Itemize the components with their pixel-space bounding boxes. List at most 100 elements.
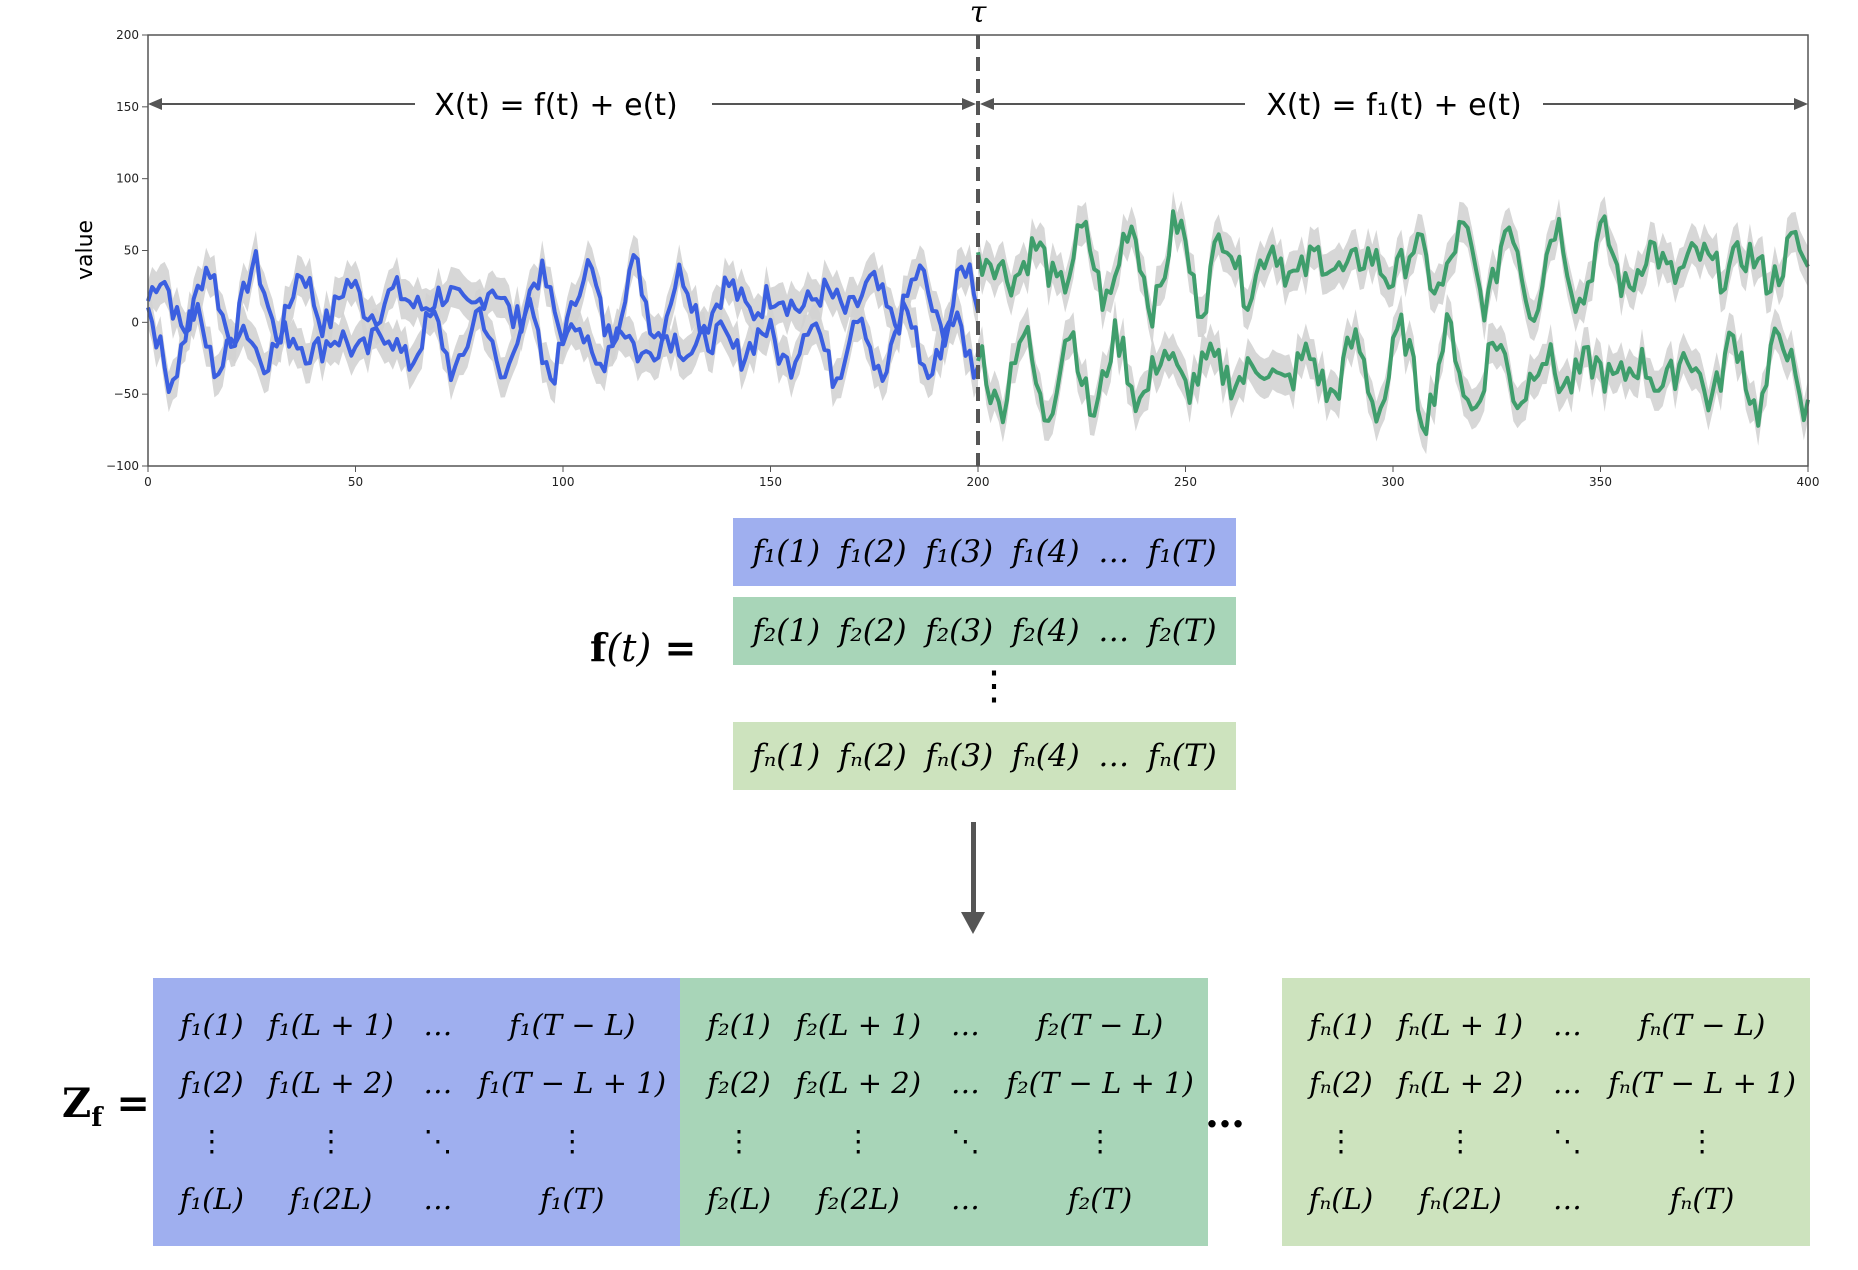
f-vector-vdots: ⋮ (974, 663, 1014, 709)
z-cell: f₂(L + 2) (795, 1066, 922, 1100)
f-cell: fₙ(4) (1011, 738, 1080, 774)
x-tick-label: 100 (552, 475, 575, 489)
z-cell: f₁(2L) (289, 1182, 373, 1216)
x-tick-label: 400 (1797, 475, 1820, 489)
z-cell: fₙ(2L) (1418, 1182, 1502, 1216)
z-cell: f₁(2) (180, 1066, 244, 1100)
f-cell: … (1098, 534, 1130, 570)
z-cell: fₙ(L + 2) (1397, 1066, 1524, 1100)
y-tick-label: −50 (114, 387, 139, 401)
x-tick-label: 250 (1174, 475, 1197, 489)
z-cell: … (950, 1008, 980, 1042)
segment-right-label: X(t) = f₁(t) + e(t) (1266, 88, 1522, 123)
z-cell: f₁(T − L) (509, 1008, 636, 1042)
arrow-left-head (980, 98, 994, 110)
f-cell: f₂(1) (752, 613, 821, 649)
f-vector-row-1: f₁(1) f₁(2) f₁(3) f₁(4) … f₁(T) (733, 518, 1236, 586)
f-cell: fₙ(1) (752, 738, 821, 774)
z-cell: ⋱ (950, 1123, 980, 1158)
z-cell: f₁(L + 2) (268, 1066, 394, 1100)
y-tick-label: −100 (106, 459, 139, 473)
series-line-after (976, 312, 1810, 437)
z-cell: … (1552, 1066, 1582, 1100)
z-cell: ⋱ (423, 1123, 453, 1158)
z-cell: ⋮ (557, 1123, 587, 1158)
f-cell: f₁(3) (925, 534, 994, 570)
z-cell: f₁(T) (540, 1182, 605, 1216)
f-vector-row-2: f₂(1) f₂(2) f₂(3) f₂(4) … f₂(T) (733, 597, 1236, 665)
z-block-2: f₂(1) f₂(L + 1) … f₂(T − L) f₂(2) f₂(L + 2) … f… (680, 978, 1208, 1246)
f-cell: f₂(3) (925, 613, 994, 649)
uncertainty-band (148, 230, 978, 368)
z-cell: f₂(2L) (816, 1182, 900, 1216)
y-tick-label: 200 (116, 28, 139, 42)
z-cell: ⋮ (1445, 1123, 1475, 1158)
arrow-right-head (1794, 98, 1808, 110)
z-cell: f₂(T − L) (1036, 1008, 1164, 1042)
z-matrix-label: Zf = (62, 1080, 150, 1133)
series-line-after (976, 209, 1810, 329)
segment-left-label: X(t) = f(t) + e(t) (434, 88, 678, 123)
f-vector-row-n: fₙ(1) fₙ(2) fₙ(3) fₙ(4) … fₙ(T) (733, 722, 1236, 790)
f-cell: f₂(T) (1147, 613, 1217, 649)
f-cell: f₁(2) (838, 534, 907, 570)
z-cell: f₂(T − L + 1) (1006, 1066, 1194, 1100)
z-cell: ⋮ (843, 1123, 873, 1158)
z-cell: fₙ(L) (1308, 1182, 1374, 1216)
x-axis-ticks: 0 50 100 150 200 250 300 350 400 (144, 466, 1819, 489)
z-cell: f₁(L) (179, 1182, 244, 1216)
f-cell: f₂(4) (1011, 613, 1080, 649)
z-cell: ⋮ (1085, 1123, 1115, 1158)
z-cell: … (423, 1066, 453, 1100)
f-vector-lhs: f(t) = (590, 625, 697, 670)
z-cell: f₁(L + 1) (268, 1008, 394, 1042)
arrow-right-head (962, 98, 976, 110)
y-axis-ticks: 200 150 100 50 0 −50 −100 (106, 28, 148, 473)
z-cell: fₙ(L + 1) (1397, 1008, 1524, 1042)
down-arrow-stem (971, 822, 976, 917)
z-cell: … (1552, 1182, 1582, 1216)
z-cell: fₙ(2) (1309, 1066, 1373, 1100)
z-cell: … (423, 1182, 453, 1216)
z-cell: f₂(2) (707, 1066, 771, 1100)
x-tick-label: 50 (348, 475, 363, 489)
f-cell: fₙ(T) (1147, 738, 1217, 774)
z-cell: ⋱ (1552, 1123, 1582, 1158)
uncertainty-band (978, 294, 1808, 455)
z-cell: ⋮ (724, 1123, 754, 1158)
y-tick-label: 100 (116, 172, 139, 186)
y-axis-label: value (73, 220, 98, 280)
segment-left-annotation: X(t) = f(t) + e(t) (148, 88, 976, 123)
z-cell: … (950, 1182, 980, 1216)
y-tick-label: 0 (131, 315, 139, 329)
f-cell: f₁(1) (752, 534, 821, 570)
f-cell: … (1098, 613, 1130, 649)
y-tick-label: 50 (124, 244, 139, 258)
time-series-chart: 0 50 100 150 200 250 300 350 400 200 150 100 50 0 −50… (73, 0, 1819, 489)
z-block-1: f₁(1) f₁(L + 1) … f₁(T − L) f₁(2) f₁(L + 2) … f… (153, 978, 680, 1246)
z-cell: ⋮ (197, 1123, 227, 1158)
z-cell: … (1552, 1008, 1582, 1042)
x-tick-label: 300 (1382, 475, 1405, 489)
z-cell: f₂(T) (1067, 1182, 1133, 1216)
z-cell: ⋮ (1326, 1123, 1356, 1158)
x-tick-label: 0 (144, 475, 152, 489)
z-block-n: fₙ(1) fₙ(L + 1) … fₙ(T − L) fₙ(2) fₙ(L + 2) … f… (1282, 978, 1810, 1246)
x-tick-label: 350 (1589, 475, 1612, 489)
y-tick-label: 150 (116, 100, 139, 114)
f-cell: f₂(2) (838, 613, 907, 649)
z-cell: f₂(L + 1) (795, 1008, 922, 1042)
series-lines (146, 209, 1810, 437)
z-cell: … (423, 1008, 453, 1042)
z-cell: ⋮ (1687, 1123, 1717, 1158)
f-cell: … (1098, 738, 1130, 774)
z-cell: f₁(T − L + 1) (478, 1066, 667, 1100)
z-cell: … (950, 1066, 980, 1100)
f-cell: f₁(T) (1147, 534, 1217, 570)
f-cell: f₁(4) (1011, 534, 1080, 570)
z-cell: fₙ(T − L + 1) (1608, 1066, 1796, 1100)
segment-right-annotation: X(t) = f₁(t) + e(t) (980, 88, 1808, 123)
z-cell: fₙ(T − L) (1638, 1008, 1766, 1042)
series-line-before (146, 296, 980, 395)
f-cell: fₙ(3) (925, 738, 994, 774)
